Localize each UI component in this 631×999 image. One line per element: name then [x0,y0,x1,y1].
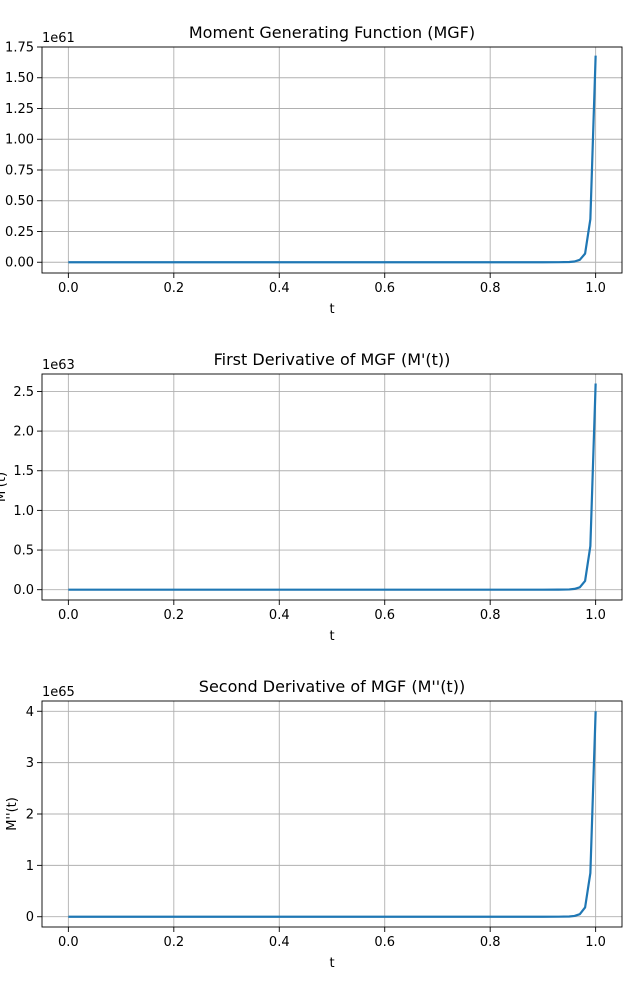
x-tick-label: 0.8 [480,608,501,623]
x-tick-label: 0.2 [163,608,184,623]
y-tick-label: 2 [26,808,34,823]
y-tick-label: 1 [26,859,34,874]
x-axis-label: t [329,956,334,971]
x-tick-label: 0.6 [374,935,395,950]
x-tick-label: 0.2 [163,281,184,296]
y-tick-label: 1.00 [5,133,34,148]
y-tick-label: 0.0 [13,583,34,598]
y-axis-ticks: 0.00 0.25 0.50 0.75 1.00 1.25 1.50 1.75 [5,41,42,271]
x-tick-label: 0.0 [58,935,79,950]
y-tick-label: 3 [26,756,34,771]
series-line [68,383,597,591]
axes-frame [41,46,623,274]
x-tick-label: 1.0 [585,608,606,623]
chart-panel-mgf: 0.0 0.2 0.4 0.6 0.8 1.0 0.00 0.25 0.50 0.75 1.00 1… [5,23,623,317]
y-tick-label: 1.75 [5,41,34,56]
grid-lines [42,701,622,927]
y-tick-label: 2.5 [13,385,34,400]
y-offset-label: 1e61 [42,31,75,46]
x-tick-label: 0.0 [58,608,79,623]
y-tick-label: 0.00 [5,256,34,271]
x-tick-label: 0.8 [480,281,501,296]
chart-panel-first-derivative: 0.0 0.2 0.4 0.6 0.8 1.0 0.0 0.5 1.0 1.5 2.0 2.5 Fi… [0,350,623,644]
y-tick-label: 1.5 [13,464,34,479]
x-tick-label: 1.0 [585,281,606,296]
y-tick-label: 0.5 [13,544,34,559]
x-tick-label: 0.4 [269,935,290,950]
x-tick-label: 0.0 [58,281,79,296]
y-tick-label: 0.50 [5,194,34,209]
y-offset-label: 1e63 [42,358,75,373]
y-axis-label: M'(t) [0,472,9,502]
x-axis-ticks: 0.0 0.2 0.4 0.6 0.8 1.0 [58,273,606,296]
chart-panel-second-derivative: 0.0 0.2 0.4 0.6 0.8 1.0 0 1 2 3 4 Second Derivati… [5,677,623,971]
y-tick-label: 4 [26,705,34,720]
chart-title: Second Derivative of MGF (M''(t)) [199,677,465,696]
y-axis-label: M''(t) [5,797,20,831]
x-tick-label: 0.4 [269,608,290,623]
chart-title: First Derivative of MGF (M'(t)) [214,350,451,369]
axes-frame [41,373,623,601]
y-tick-label: 1.25 [5,102,34,117]
chart-title: Moment Generating Function (MGF) [189,23,475,42]
x-axis-ticks: 0.0 0.2 0.4 0.6 0.8 1.0 [58,927,606,950]
y-axis-ticks: 0.0 0.5 1.0 1.5 2.0 2.5 [13,385,42,598]
x-tick-label: 0.8 [480,935,501,950]
x-tick-label: 1.0 [585,935,606,950]
y-axis-ticks: 0 1 2 3 4 [26,705,42,925]
series-line [68,55,597,264]
y-tick-label: 1.0 [13,504,34,519]
x-tick-label: 0.6 [374,281,395,296]
x-axis-ticks: 0.0 0.2 0.4 0.6 0.8 1.0 [58,600,606,623]
x-tick-label: 0.6 [374,608,395,623]
series-layer [68,711,597,918]
series-layer [68,55,597,264]
y-tick-label: 0.75 [5,163,34,178]
series-line [68,711,597,918]
y-offset-label: 1e65 [42,685,75,700]
y-tick-label: 0.25 [5,225,34,240]
y-tick-label: 1.50 [5,71,34,86]
x-tick-label: 0.2 [163,935,184,950]
series-layer [68,383,597,591]
x-axis-label: t [329,629,334,644]
x-axis-label: t [329,302,334,317]
x-tick-label: 0.4 [269,281,290,296]
y-tick-label: 2.0 [13,425,34,440]
y-tick-label: 0 [26,910,34,925]
